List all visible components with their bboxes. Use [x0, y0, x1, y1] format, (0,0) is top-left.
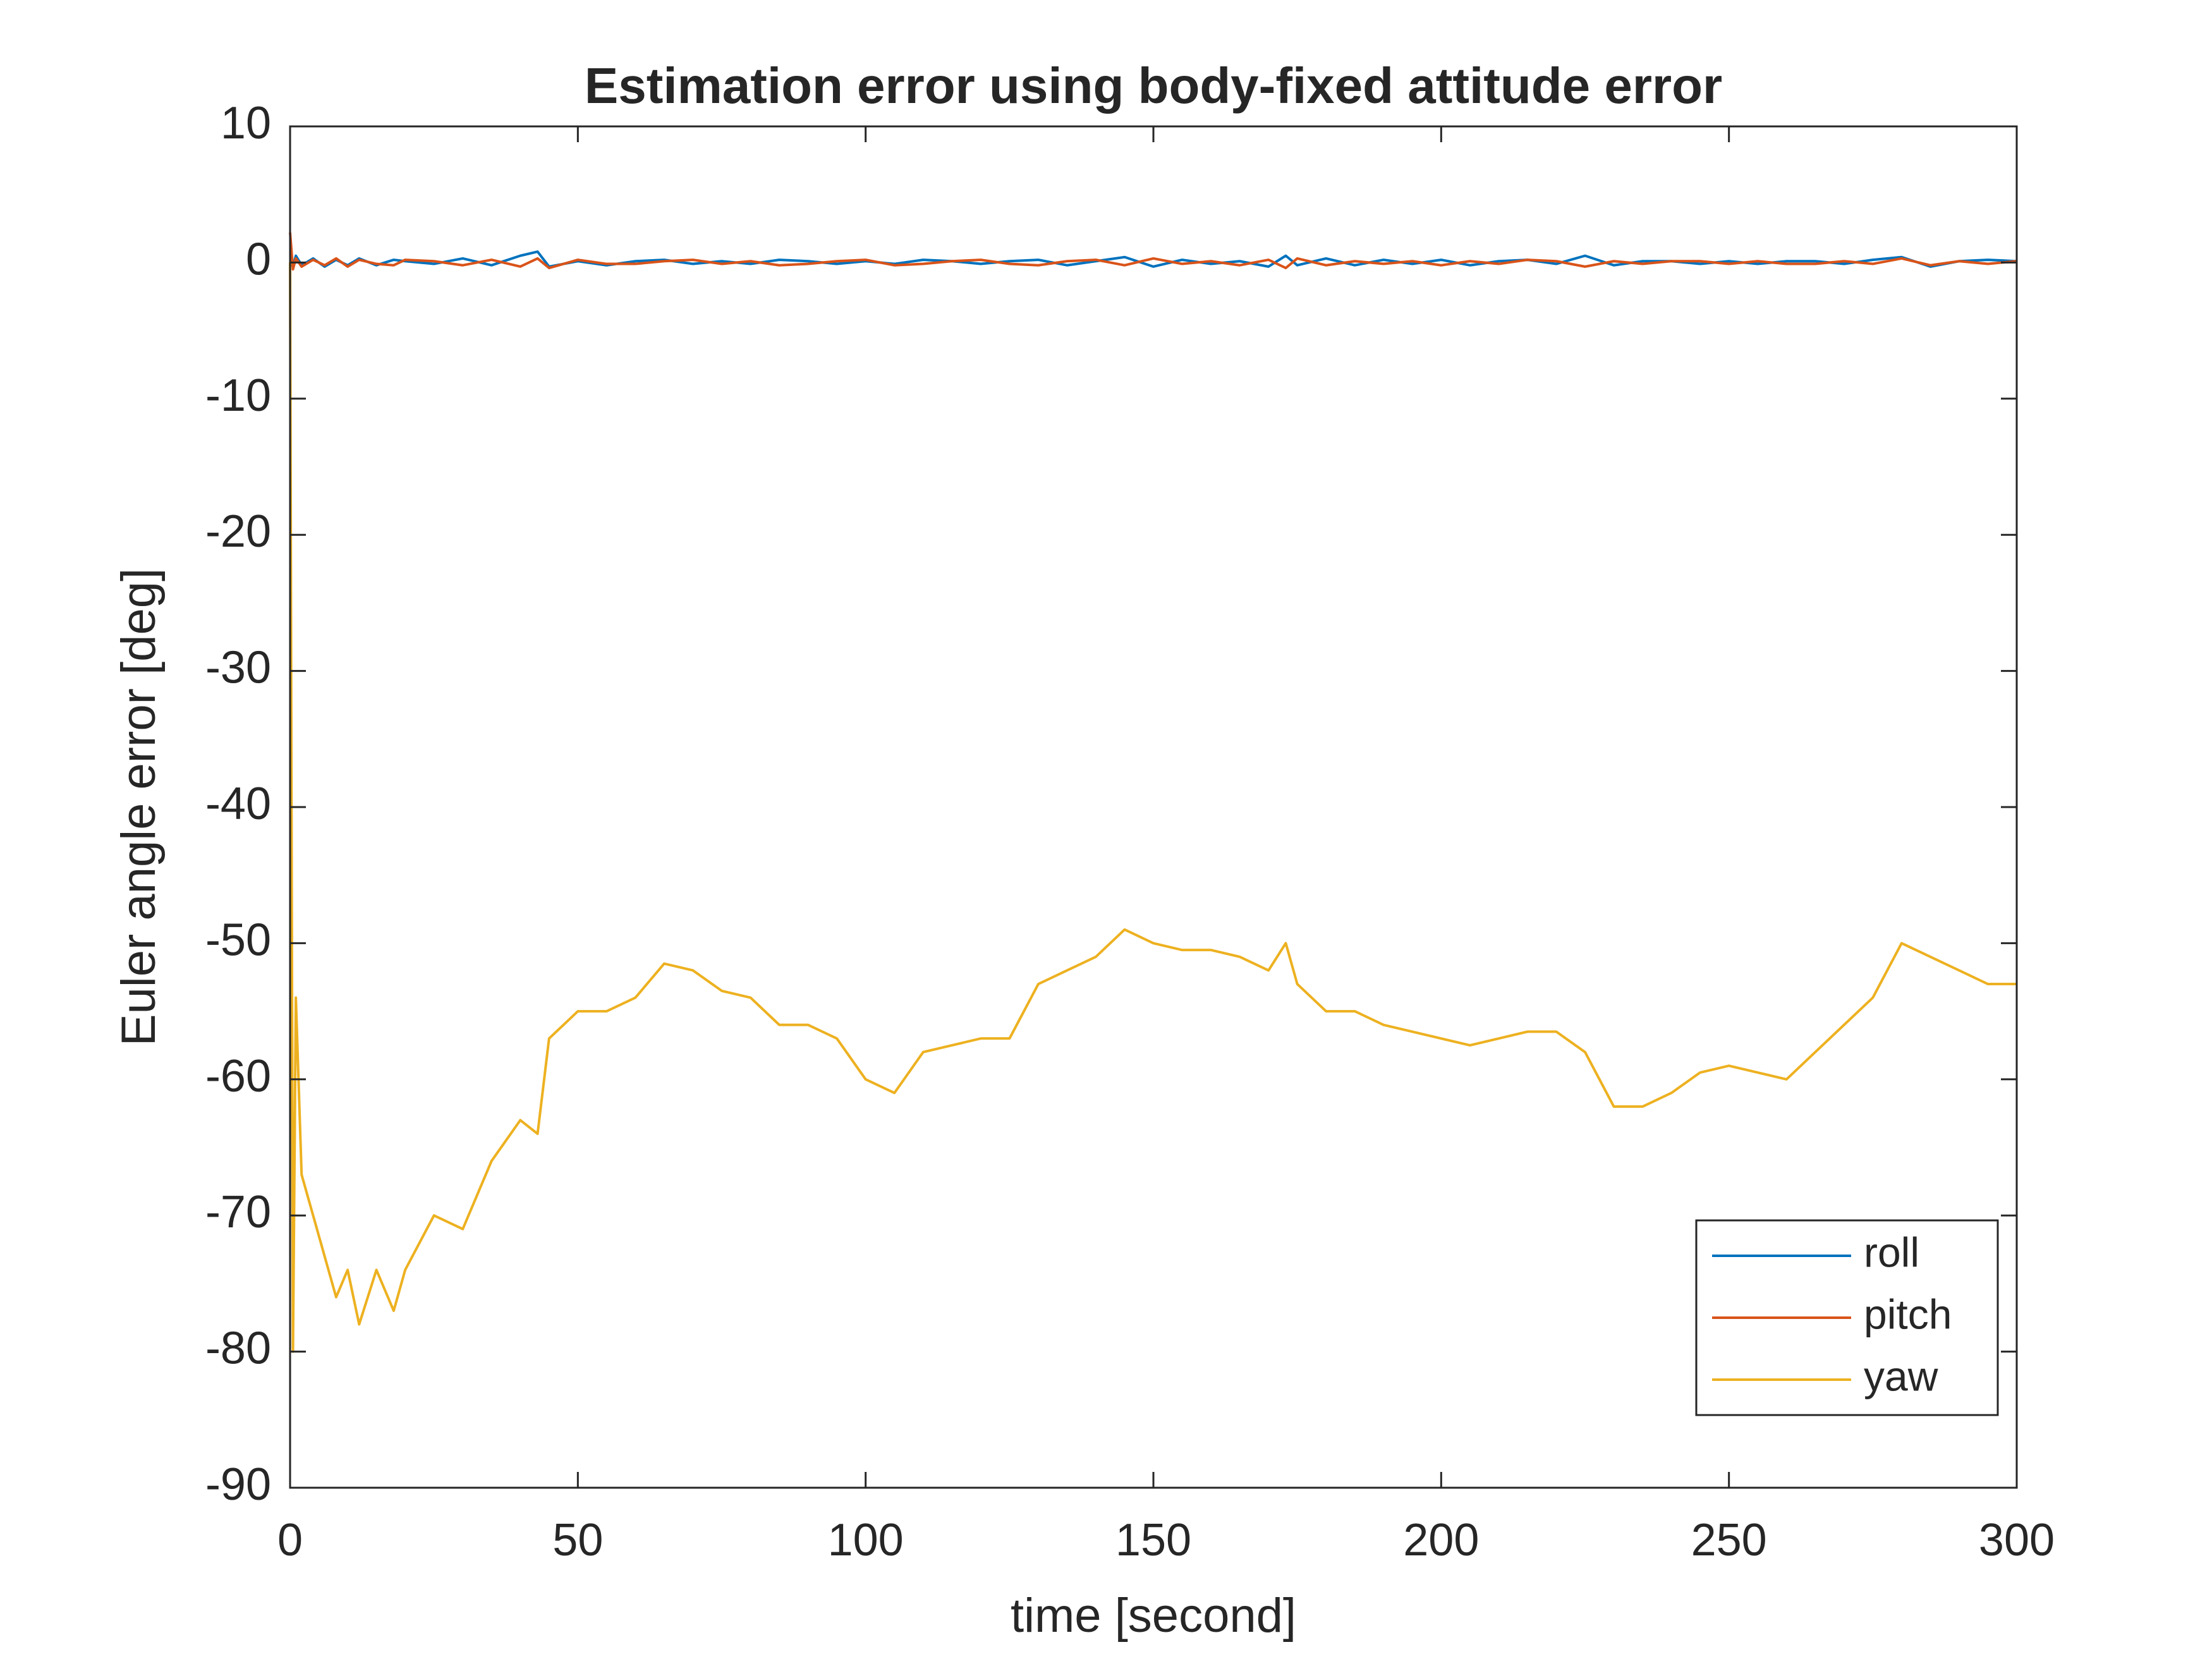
y-tick-label: 0	[246, 234, 271, 284]
y-axis-label: Euler angle error [deg]	[112, 568, 166, 1046]
y-tick-label: -30	[205, 643, 271, 693]
y-tick-label: -10	[205, 370, 271, 421]
y-tick-label: -60	[205, 1051, 271, 1102]
y-tick-label: 10	[221, 98, 271, 149]
legend-label: yaw	[1864, 1352, 1938, 1399]
y-tick-label: -80	[205, 1323, 271, 1374]
legend-label: pitch	[1864, 1291, 1952, 1337]
x-tick-label: 300	[1979, 1515, 2055, 1565]
y-tick-label: -40	[205, 779, 271, 829]
chart-title: Estimation error using body-fixed attitu…	[585, 58, 1722, 114]
x-tick-label: 50	[552, 1515, 603, 1565]
data-line	[289, 232, 2017, 271]
x-axis-label: time [second]	[1011, 1589, 1296, 1643]
x-tick-label: 150	[1115, 1515, 1191, 1565]
legend-label: roll	[1864, 1229, 1919, 1275]
x-tick-label: 200	[1403, 1515, 1479, 1565]
x-tick-label: 100	[828, 1515, 904, 1565]
y-tick-label: -50	[205, 915, 271, 965]
y-tick-label: -90	[205, 1459, 271, 1510]
y-tick-label: -20	[205, 506, 271, 557]
x-tick-label: 250	[1691, 1515, 1767, 1565]
y-tick-label: -70	[205, 1187, 271, 1237]
x-tick-label: 0	[277, 1515, 303, 1565]
data-line	[289, 262, 2017, 1353]
legend: roll pitch yaw	[1695, 1219, 1999, 1416]
